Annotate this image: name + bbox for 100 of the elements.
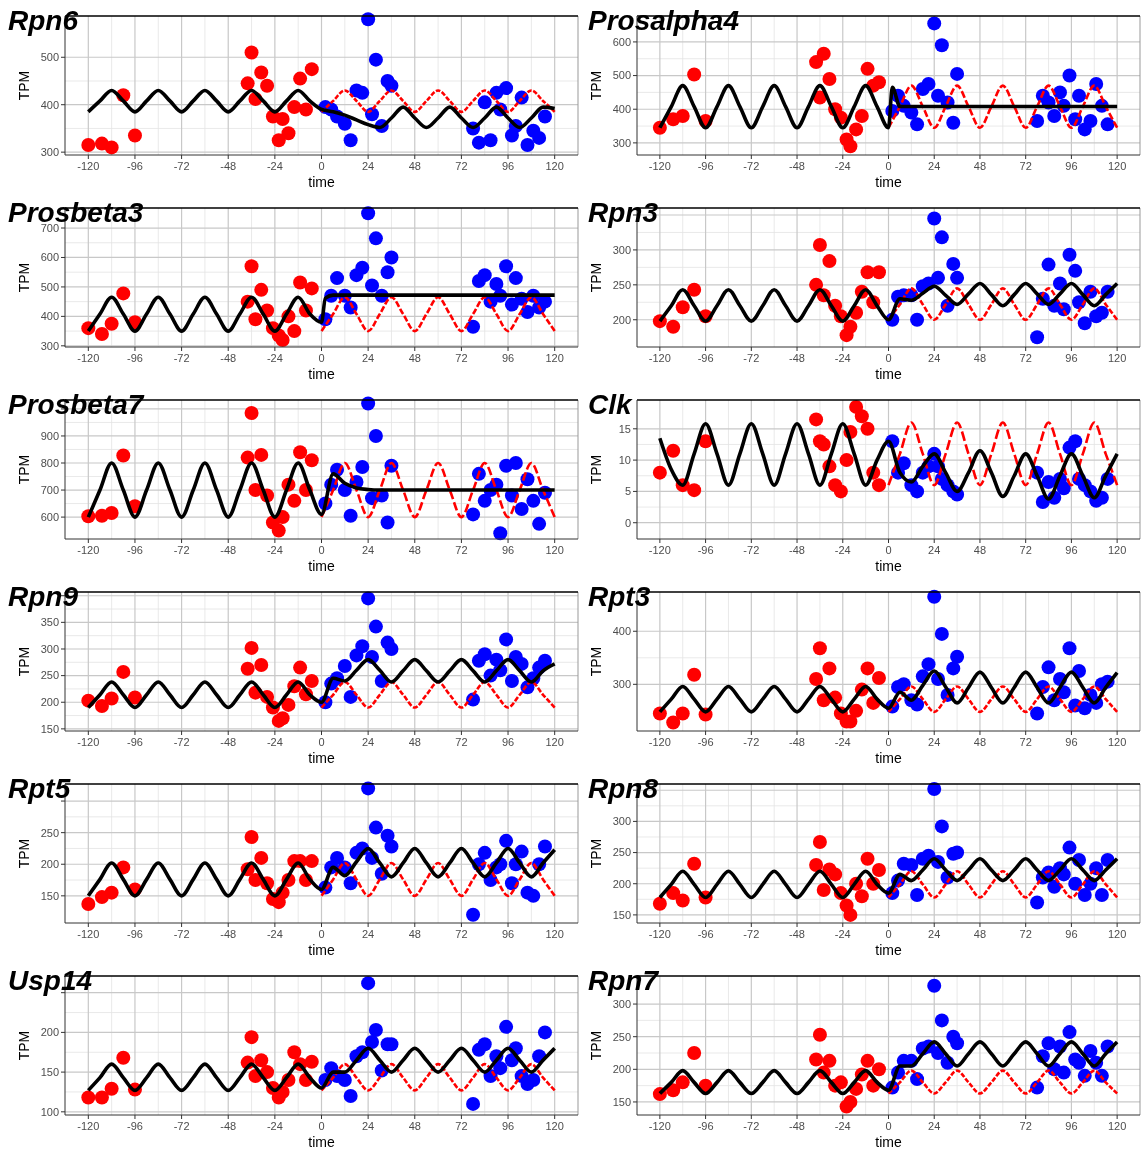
x-tick-label: -72 (743, 160, 760, 172)
point (1062, 1025, 1077, 1040)
point (1041, 660, 1056, 675)
y-tick-label: 500 (612, 69, 631, 82)
y-tick-label: 300 (40, 146, 59, 158)
x-tick-label: -120 (77, 928, 100, 940)
y-tick-label: 300 (612, 136, 631, 149)
point (116, 448, 131, 463)
point (508, 271, 523, 286)
point (843, 319, 858, 334)
point (248, 483, 263, 498)
point (304, 453, 319, 468)
x-tick-label: 48 (408, 352, 421, 364)
y-axis-title: TPM (588, 454, 604, 485)
point (281, 126, 296, 141)
point (1030, 330, 1045, 345)
point (281, 697, 296, 712)
point (104, 506, 119, 521)
point (343, 689, 358, 704)
x-tick-label: -48 (220, 736, 237, 748)
x-tick-label: 24 (928, 160, 941, 172)
x-tick-label: -96 (127, 352, 143, 364)
y-tick-label: 600 (612, 35, 631, 48)
point (860, 61, 875, 76)
x-axis-title: time (875, 942, 902, 958)
x-tick-label: -48 (789, 736, 805, 748)
point (931, 270, 946, 285)
point (854, 889, 869, 904)
point (537, 839, 552, 854)
point (304, 1054, 319, 1069)
point (240, 661, 255, 676)
y-axis-title: TPM (16, 262, 32, 293)
point (477, 1037, 492, 1052)
point (675, 300, 690, 315)
point (1062, 641, 1077, 656)
point (514, 501, 529, 516)
y-tick-label: 150 (40, 889, 59, 902)
x-axis-title: time (875, 174, 902, 190)
point (520, 138, 535, 153)
point (94, 698, 109, 713)
point (816, 437, 831, 452)
x-tick-label: 48 (973, 544, 987, 556)
point (1030, 706, 1045, 721)
point (675, 108, 690, 123)
point (1077, 887, 1092, 902)
point (104, 885, 119, 900)
x-tick-label: -48 (220, 1120, 237, 1132)
point (81, 1090, 96, 1105)
point (526, 1073, 541, 1088)
point (812, 238, 827, 253)
y-tick-label: 600 (40, 510, 59, 523)
x-tick-label: 120 (1107, 1120, 1127, 1132)
point (812, 1027, 827, 1042)
y-tick-label: 150 (612, 908, 631, 921)
x-tick-label: -24 (266, 160, 283, 172)
x-axis-title: time (308, 366, 335, 382)
point (854, 409, 869, 424)
x-tick-label: -48 (220, 544, 237, 556)
point (537, 1025, 552, 1040)
x-tick-label: 72 (455, 352, 468, 364)
x-axis-title: time (875, 1134, 902, 1150)
point (380, 265, 395, 280)
y-tick-label: 900 (40, 429, 59, 442)
point (816, 882, 831, 897)
x-tick-label: -48 (220, 928, 237, 940)
point (254, 65, 269, 80)
point (244, 830, 259, 845)
point (854, 108, 869, 123)
x-tick-label: -120 (77, 544, 100, 556)
x-tick-label: -72 (743, 928, 760, 940)
point (927, 211, 942, 226)
x-tick-label: 0 (318, 928, 325, 940)
point (843, 139, 858, 154)
y-tick-label: 600 (40, 251, 59, 264)
point (471, 135, 486, 150)
point (871, 670, 886, 685)
point (1077, 316, 1092, 331)
point (1047, 108, 1062, 123)
y-tick-label: 200 (612, 1063, 631, 1076)
point (275, 111, 290, 126)
point (483, 133, 498, 148)
point (526, 493, 541, 508)
point (499, 833, 514, 848)
point (355, 460, 370, 475)
x-tick-label: 48 (408, 1120, 421, 1132)
y-tick-label: 150 (612, 1095, 631, 1108)
y-tick-label: 300 (612, 678, 631, 691)
point (812, 641, 827, 656)
point (675, 893, 690, 908)
x-tick-label: 120 (1107, 160, 1127, 172)
y-tick-label: 300 (612, 815, 631, 828)
y-tick-label: 250 (612, 278, 631, 291)
point (127, 128, 142, 143)
point (822, 1053, 837, 1068)
point (927, 16, 942, 31)
x-axis-title: time (875, 558, 902, 574)
point (304, 854, 319, 869)
point (843, 907, 858, 922)
point (343, 1088, 358, 1103)
y-tick-label: 200 (612, 877, 631, 890)
